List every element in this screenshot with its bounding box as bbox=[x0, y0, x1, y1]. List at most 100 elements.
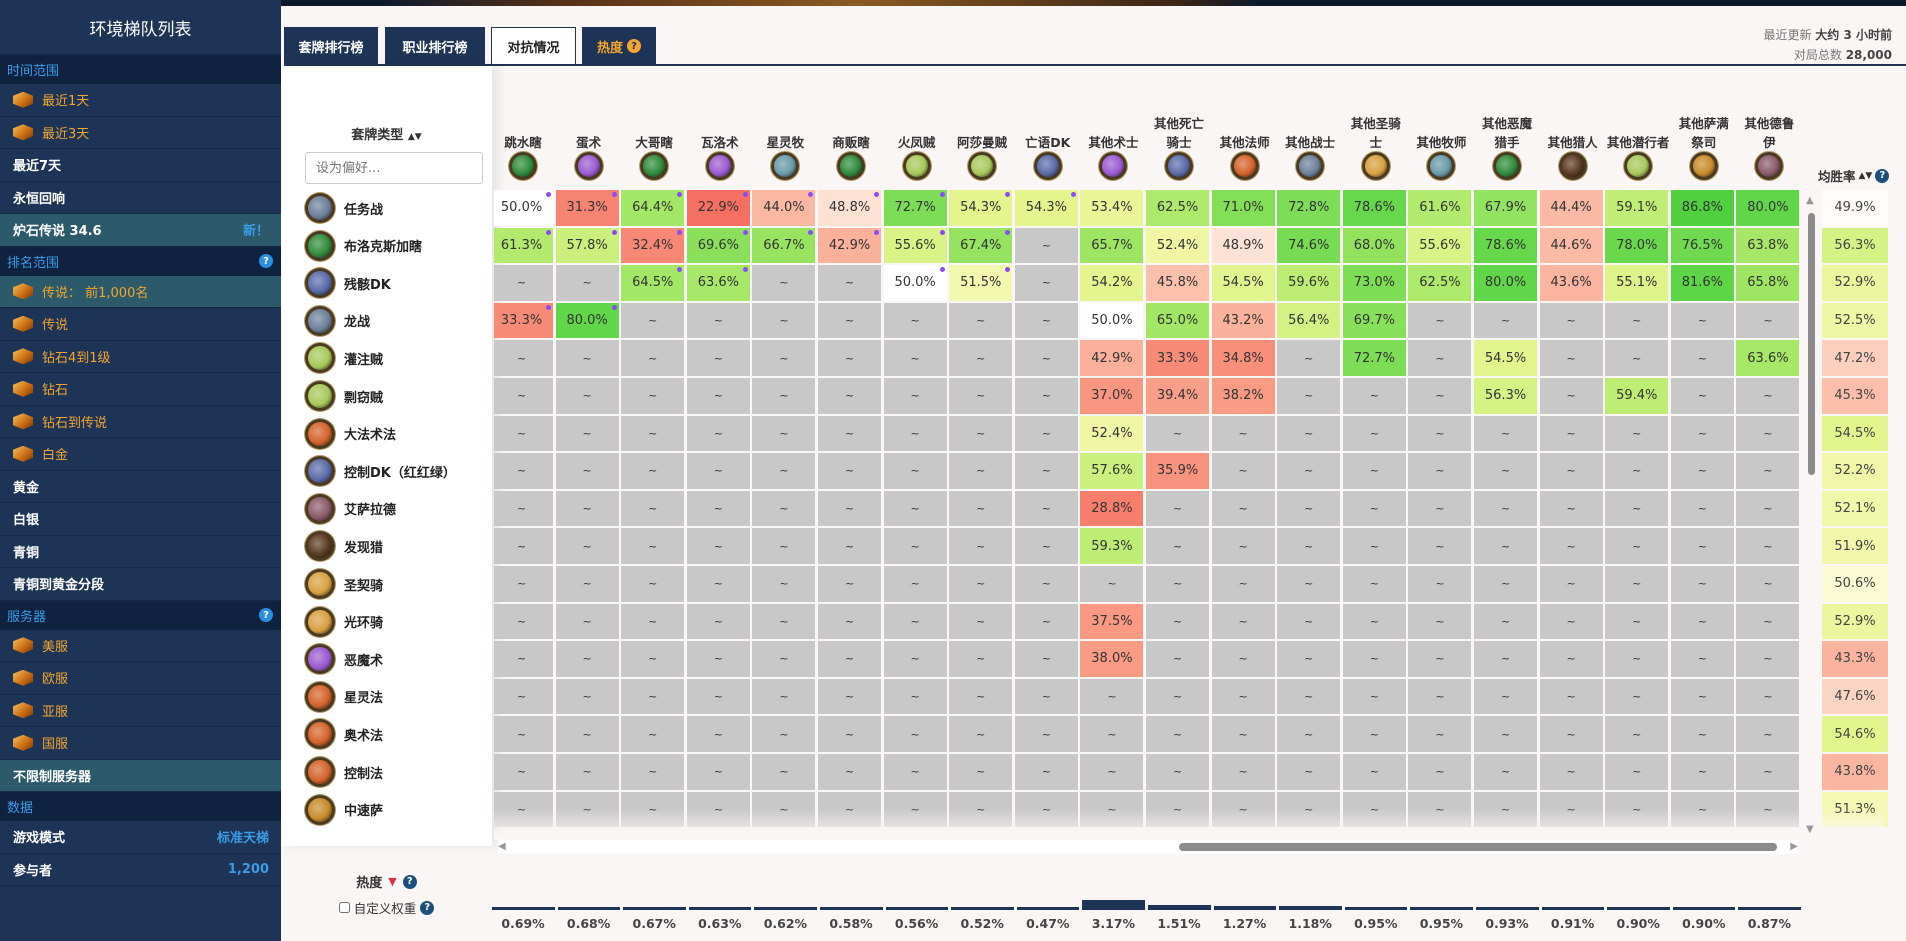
vertical-scroll-thumb[interactable] bbox=[1808, 213, 1815, 475]
matchup-cell[interactable]: ~ bbox=[1408, 490, 1472, 527]
matchup-cell[interactable]: 78.6% bbox=[1342, 190, 1406, 226]
deck-row-label[interactable]: 布洛克斯加瞎 bbox=[305, 228, 422, 264]
deck-row-label[interactable]: 奥术法 bbox=[305, 716, 383, 752]
matchup-cell[interactable]: ~ bbox=[1539, 302, 1603, 339]
matchup-cell[interactable]: ~ bbox=[949, 716, 1013, 752]
matchup-cell[interactable]: 74.6% bbox=[1277, 227, 1341, 264]
column-header[interactable]: 其他猎人 bbox=[1547, 135, 1598, 150]
matchup-cell[interactable]: ~ bbox=[1474, 716, 1538, 752]
matchup-cell[interactable]: ~ bbox=[1080, 716, 1144, 752]
matchup-cell[interactable]: ~ bbox=[752, 566, 816, 602]
matchup-cell[interactable]: ~ bbox=[1474, 603, 1538, 640]
matchup-cell[interactable]: ~ bbox=[555, 716, 619, 752]
deck-row-label[interactable]: 恶魔术 bbox=[305, 641, 383, 677]
matchup-cell[interactable]: ~ bbox=[818, 641, 882, 677]
matchup-cell[interactable]: ~ bbox=[1342, 641, 1406, 677]
matchup-cell[interactable]: ~ bbox=[949, 340, 1013, 376]
matchup-cell[interactable]: ~ bbox=[1014, 415, 1078, 452]
matchup-cell[interactable]: 86.8% bbox=[1670, 190, 1734, 226]
matchup-cell[interactable]: 64.5% bbox=[621, 265, 685, 301]
matchup-cell[interactable]: ~ bbox=[494, 265, 554, 301]
matchup-cell[interactable]: ~ bbox=[1736, 415, 1800, 452]
matchup-cell[interactable]: 54.5% bbox=[1474, 340, 1538, 376]
matchup-cell[interactable]: ~ bbox=[1605, 641, 1669, 677]
matchup-cell[interactable]: ~ bbox=[1342, 716, 1406, 752]
matchup-cell[interactable]: ~ bbox=[1014, 528, 1078, 564]
matchup-cell[interactable]: 44.6% bbox=[1539, 227, 1603, 264]
matchup-cell[interactable]: 48.8% bbox=[818, 190, 882, 226]
matchup-cell[interactable]: ~ bbox=[1670, 415, 1734, 452]
matchup-cell[interactable]: ~ bbox=[949, 378, 1013, 414]
matchup-cell[interactable]: ~ bbox=[1736, 716, 1800, 752]
tab-1[interactable]: 职业排行榜 bbox=[385, 27, 485, 65]
matchup-cell[interactable]: 35.9% bbox=[1146, 453, 1210, 489]
matchup-cell[interactable]: 52.4% bbox=[1146, 227, 1210, 264]
matchup-cell[interactable]: 80.0% bbox=[1736, 190, 1800, 226]
matchup-cell[interactable]: ~ bbox=[555, 566, 619, 602]
matchup-cell[interactable]: 54.3% bbox=[949, 190, 1013, 226]
matchup-cell[interactable]: ~ bbox=[1342, 566, 1406, 602]
matchup-cell[interactable]: 64.4% bbox=[621, 190, 685, 226]
matchup-cell[interactable]: ~ bbox=[1736, 528, 1800, 564]
matchup-cell[interactable]: ~ bbox=[494, 716, 554, 752]
matchup-cell[interactable]: 59.6% bbox=[1277, 265, 1341, 301]
matchup-cell[interactable]: ~ bbox=[555, 415, 619, 452]
column-header[interactable]: 其他圣骑 士 bbox=[1350, 116, 1401, 150]
matchup-cell[interactable]: 56.4% bbox=[1277, 302, 1341, 339]
matchup-cell[interactable]: ~ bbox=[752, 265, 816, 301]
matchup-cell[interactable]: ~ bbox=[1408, 340, 1472, 376]
matchup-cell[interactable]: ~ bbox=[1605, 603, 1669, 640]
matchup-cell[interactable]: ~ bbox=[1014, 603, 1078, 640]
matchup-cell[interactable]: 44.0% bbox=[752, 190, 816, 226]
deck-row-label[interactable]: 控制DK（红红绿） bbox=[305, 453, 456, 489]
matchup-cell[interactable]: ~ bbox=[818, 265, 882, 301]
deck-row-label[interactable]: 剽窃贼 bbox=[305, 378, 383, 414]
matchup-cell[interactable]: ~ bbox=[686, 754, 750, 790]
matchup-cell[interactable]: ~ bbox=[1605, 302, 1669, 339]
column-header[interactable]: 商贩瞎 bbox=[832, 135, 870, 150]
matchup-cell[interactable]: 45.8% bbox=[1146, 265, 1210, 301]
matchup-cell[interactable]: ~ bbox=[1408, 678, 1472, 715]
matchup-cell[interactable]: ~ bbox=[1014, 791, 1078, 828]
matchup-cell[interactable]: ~ bbox=[1539, 641, 1603, 677]
matchup-cell[interactable]: ~ bbox=[752, 754, 816, 790]
matchup-cell[interactable]: ~ bbox=[494, 754, 554, 790]
matchup-cell[interactable]: ~ bbox=[1014, 566, 1078, 602]
matchup-cell[interactable]: ~ bbox=[752, 678, 816, 715]
matchup-cell[interactable]: ~ bbox=[949, 603, 1013, 640]
matchup-cell[interactable]: ~ bbox=[818, 453, 882, 489]
matchup-cell[interactable]: ~ bbox=[621, 415, 685, 452]
matchup-cell[interactable]: ~ bbox=[949, 678, 1013, 715]
column-header[interactable]: 其他德鲁 伊 bbox=[1744, 116, 1795, 150]
matchup-cell[interactable]: ~ bbox=[752, 378, 816, 414]
matchup-cell[interactable]: ~ bbox=[1342, 754, 1406, 790]
matchup-cell[interactable]: ~ bbox=[752, 490, 816, 527]
matchup-cell[interactable]: 76.5% bbox=[1670, 227, 1734, 264]
matchup-cell[interactable]: ~ bbox=[1605, 490, 1669, 527]
matchup-cell[interactable]: ~ bbox=[621, 603, 685, 640]
sidebar-item[interactable]: 最近7天 bbox=[0, 149, 281, 182]
matchup-cell[interactable]: 38.2% bbox=[1211, 378, 1275, 414]
horizontal-scrollbar[interactable]: ◀ ▶ bbox=[498, 840, 1798, 854]
sidebar-item[interactable]: 钻石到传说 bbox=[0, 406, 281, 438]
matchup-cell[interactable]: 54.3% bbox=[1014, 190, 1078, 226]
matchup-cell[interactable]: 65.8% bbox=[1736, 265, 1800, 301]
matchup-cell[interactable]: 78.0% bbox=[1605, 227, 1669, 264]
matchup-cell[interactable]: 72.7% bbox=[1342, 340, 1406, 376]
matchup-cell[interactable]: ~ bbox=[1408, 641, 1472, 677]
help-icon[interactable]: ? bbox=[420, 900, 435, 915]
matchup-cell[interactable]: ~ bbox=[1277, 528, 1341, 564]
matchup-cell[interactable]: ~ bbox=[818, 302, 882, 339]
sidebar-item[interactable]: 白银 bbox=[0, 503, 281, 536]
matchup-cell[interactable]: 62.5% bbox=[1408, 265, 1472, 301]
matchup-cell[interactable]: ~ bbox=[1211, 754, 1275, 790]
sort-desc-icon[interactable]: ▼ bbox=[388, 875, 397, 888]
matchup-cell[interactable]: ~ bbox=[1670, 678, 1734, 715]
matchup-cell[interactable]: ~ bbox=[686, 302, 750, 339]
column-header[interactable]: 星灵牧 bbox=[766, 135, 805, 150]
matchup-cell[interactable]: ~ bbox=[752, 340, 816, 376]
matchup-cell[interactable]: ~ bbox=[1670, 754, 1734, 790]
matchup-cell[interactable]: ~ bbox=[1670, 641, 1734, 677]
matchup-cell[interactable]: ~ bbox=[494, 528, 554, 564]
custom-weight-checkbox[interactable] bbox=[338, 902, 350, 913]
